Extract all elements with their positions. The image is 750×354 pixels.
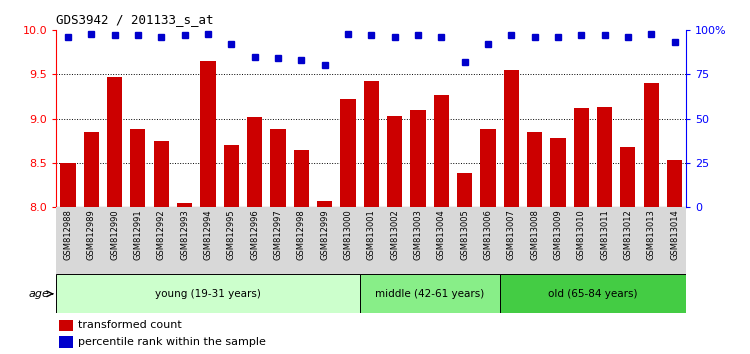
Text: GSM812990: GSM812990 <box>110 209 119 260</box>
Bar <box>667 160 682 207</box>
Bar <box>550 138 566 207</box>
Bar <box>527 132 542 207</box>
Text: GSM813004: GSM813004 <box>436 209 445 260</box>
Text: GSM813009: GSM813009 <box>554 209 562 260</box>
Text: young (19-31 years): young (19-31 years) <box>155 289 261 299</box>
Text: GSM812991: GSM812991 <box>134 209 142 260</box>
Bar <box>387 116 402 207</box>
Bar <box>433 95 448 207</box>
Bar <box>270 129 286 207</box>
Bar <box>224 145 238 207</box>
Text: GSM812994: GSM812994 <box>203 209 212 260</box>
Text: GSM813002: GSM813002 <box>390 209 399 260</box>
Text: GSM813013: GSM813013 <box>646 209 656 260</box>
Text: GSM812992: GSM812992 <box>157 209 166 260</box>
Bar <box>480 129 496 207</box>
Text: percentile rank within the sample: percentile rank within the sample <box>78 337 266 347</box>
Bar <box>247 117 262 207</box>
Bar <box>317 201 332 207</box>
Text: GSM813011: GSM813011 <box>600 209 609 260</box>
Text: GSM812989: GSM812989 <box>87 209 96 260</box>
Text: GSM812995: GSM812995 <box>226 209 236 260</box>
Bar <box>200 61 215 207</box>
Bar <box>294 149 309 207</box>
Bar <box>364 81 379 207</box>
Text: GSM812988: GSM812988 <box>64 209 73 260</box>
Text: GSM813007: GSM813007 <box>507 209 516 260</box>
Text: GSM813006: GSM813006 <box>484 209 493 260</box>
Text: GSM813008: GSM813008 <box>530 209 539 260</box>
Text: GSM813000: GSM813000 <box>344 209 352 260</box>
Text: transformed count: transformed count <box>78 320 182 330</box>
Text: GSM812998: GSM812998 <box>297 209 306 260</box>
Bar <box>574 108 589 207</box>
Bar <box>56 274 359 313</box>
Text: GSM812997: GSM812997 <box>274 209 283 260</box>
Text: GSM813014: GSM813014 <box>670 209 679 260</box>
Text: GSM812996: GSM812996 <box>250 209 259 260</box>
Bar <box>84 132 99 207</box>
Bar <box>154 141 169 207</box>
Bar <box>410 110 425 207</box>
Text: GSM813003: GSM813003 <box>413 209 422 260</box>
Bar <box>457 173 472 207</box>
Bar <box>504 70 519 207</box>
Text: middle (42-61 years): middle (42-61 years) <box>375 289 484 299</box>
Bar <box>59 336 74 348</box>
Text: GSM813005: GSM813005 <box>460 209 469 260</box>
Bar <box>59 320 74 331</box>
Bar <box>130 129 146 207</box>
Bar <box>340 99 356 207</box>
Bar <box>359 274 500 313</box>
Bar <box>597 107 612 207</box>
Text: old (65-84 years): old (65-84 years) <box>548 289 638 299</box>
Text: age: age <box>28 289 50 299</box>
Text: GDS3942 / 201133_s_at: GDS3942 / 201133_s_at <box>56 13 214 26</box>
Bar <box>60 163 76 207</box>
Text: GSM813001: GSM813001 <box>367 209 376 260</box>
Bar <box>500 274 686 313</box>
Text: GSM813012: GSM813012 <box>623 209 632 260</box>
Text: GSM813010: GSM813010 <box>577 209 586 260</box>
Bar <box>620 147 635 207</box>
Bar <box>177 202 192 207</box>
Bar <box>107 77 122 207</box>
Bar <box>644 83 658 207</box>
Text: GSM812993: GSM812993 <box>180 209 189 260</box>
Text: GSM812999: GSM812999 <box>320 209 329 260</box>
